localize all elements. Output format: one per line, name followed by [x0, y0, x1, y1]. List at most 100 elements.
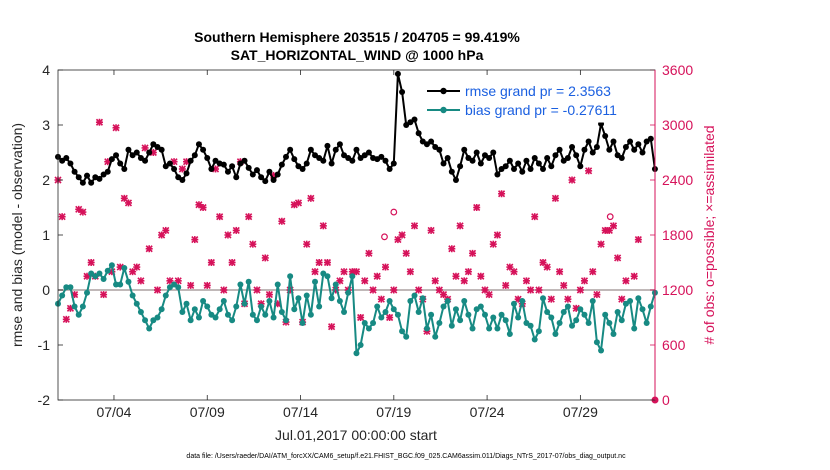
- rmse-point: [365, 149, 372, 156]
- bias-point: [527, 322, 534, 329]
- obs-point: [265, 291, 273, 299]
- bias-point: [374, 303, 381, 310]
- rmse-point: [390, 160, 397, 167]
- obs-point: [473, 203, 481, 212]
- rmse-point: [142, 157, 149, 164]
- rmse-point: [531, 155, 538, 161]
- bias-point: [324, 273, 331, 280]
- bias-point: [75, 311, 82, 318]
- bias-point: [229, 317, 236, 324]
- bias-point: [158, 306, 165, 313]
- obs-point: [406, 268, 414, 276]
- obs-point: [497, 190, 506, 198]
- rmse-point: [191, 152, 198, 159]
- bias-point: [577, 306, 584, 313]
- y-tick-label-right: 2400: [662, 172, 693, 188]
- rmse-point: [548, 163, 555, 170]
- obs-point: [547, 295, 555, 303]
- rmse-point: [494, 171, 501, 178]
- rmse-point: [556, 146, 563, 153]
- rmse-point: [382, 157, 389, 164]
- bias-point: [125, 278, 132, 285]
- rmse-point: [618, 155, 625, 161]
- bias-point: [270, 314, 277, 321]
- y-tick-label-right: 600: [662, 337, 686, 353]
- legend-bias-marker: [440, 106, 447, 114]
- obs-point: [460, 277, 468, 285]
- bias-point: [481, 311, 488, 318]
- bias-point: [440, 303, 447, 310]
- bias-point: [378, 314, 385, 321]
- rmse-point: [204, 155, 211, 161]
- rmse-point: [282, 153, 289, 160]
- obs-point: [485, 291, 493, 299]
- bias-point: [241, 300, 248, 307]
- rmse-point: [125, 146, 132, 153]
- bias-point: [216, 306, 223, 313]
- bias-point: [249, 311, 256, 318]
- chart-title: Southern Hemisphere 203515 / 204705 = 99…: [194, 29, 520, 45]
- bias-point: [191, 306, 198, 313]
- bias-point: [220, 298, 227, 304]
- x-tick-label: 07/14: [283, 404, 318, 420]
- rmse-point: [274, 171, 281, 178]
- rmse-point: [75, 174, 82, 181]
- rmse-point: [146, 149, 153, 156]
- bias-point: [67, 284, 74, 291]
- bias-point: [224, 311, 231, 318]
- rmse-point: [569, 144, 576, 150]
- obs-point: [556, 268, 564, 276]
- rmse-point: [233, 174, 240, 181]
- rmse-point: [593, 144, 600, 150]
- bias-point: [274, 281, 281, 288]
- obs-point: [315, 258, 323, 267]
- x-tick-label: 07/09: [190, 404, 225, 420]
- bias-point: [535, 328, 542, 335]
- bias-point: [477, 303, 484, 310]
- bias-point: [606, 320, 613, 326]
- obs-point: [199, 203, 207, 212]
- bias-point: [602, 311, 609, 318]
- bias-point: [365, 325, 372, 332]
- obs-point: [278, 217, 286, 225]
- bias-point: [316, 303, 323, 310]
- bias-point: [498, 311, 505, 318]
- bias-point: [386, 298, 393, 304]
- bias-point: [548, 314, 555, 321]
- bias-point: [336, 298, 343, 304]
- bias-point: [154, 314, 161, 321]
- obs-point: [352, 268, 361, 276]
- rmse-point: [502, 163, 509, 170]
- bias-point: [598, 347, 605, 354]
- bias-point: [204, 303, 211, 310]
- obs-point: [303, 240, 311, 248]
- bias-point: [411, 292, 418, 299]
- bias-point: [200, 298, 207, 304]
- bias-point: [452, 306, 459, 313]
- obs-point: [290, 201, 298, 209]
- bias-point: [494, 325, 501, 332]
- y-tick-label-right: 3000: [662, 117, 693, 133]
- rmse-point: [457, 163, 464, 170]
- bias-point: [104, 267, 111, 274]
- rmse-point: [299, 166, 306, 172]
- y-axis-label-right: # of obs: o=possible; ×=assimilated: [701, 125, 717, 344]
- bias-point: [448, 322, 455, 329]
- bias-point: [287, 273, 294, 280]
- bias-point: [614, 309, 621, 315]
- bias-point: [328, 295, 335, 302]
- obs-point: [220, 286, 228, 294]
- obs-point: [153, 286, 162, 294]
- rmse-point: [399, 89, 406, 95]
- rmse-point: [79, 179, 86, 186]
- rmse-point: [63, 155, 70, 161]
- obs-point: [249, 240, 257, 248]
- bias-point: [469, 325, 476, 332]
- rmse-point: [332, 146, 339, 153]
- obs-point: [477, 272, 485, 280]
- bias-point: [278, 309, 285, 315]
- bias-point: [59, 292, 66, 299]
- bias-point: [581, 311, 588, 318]
- obs-point: [361, 277, 369, 285]
- obs-point: [95, 118, 104, 126]
